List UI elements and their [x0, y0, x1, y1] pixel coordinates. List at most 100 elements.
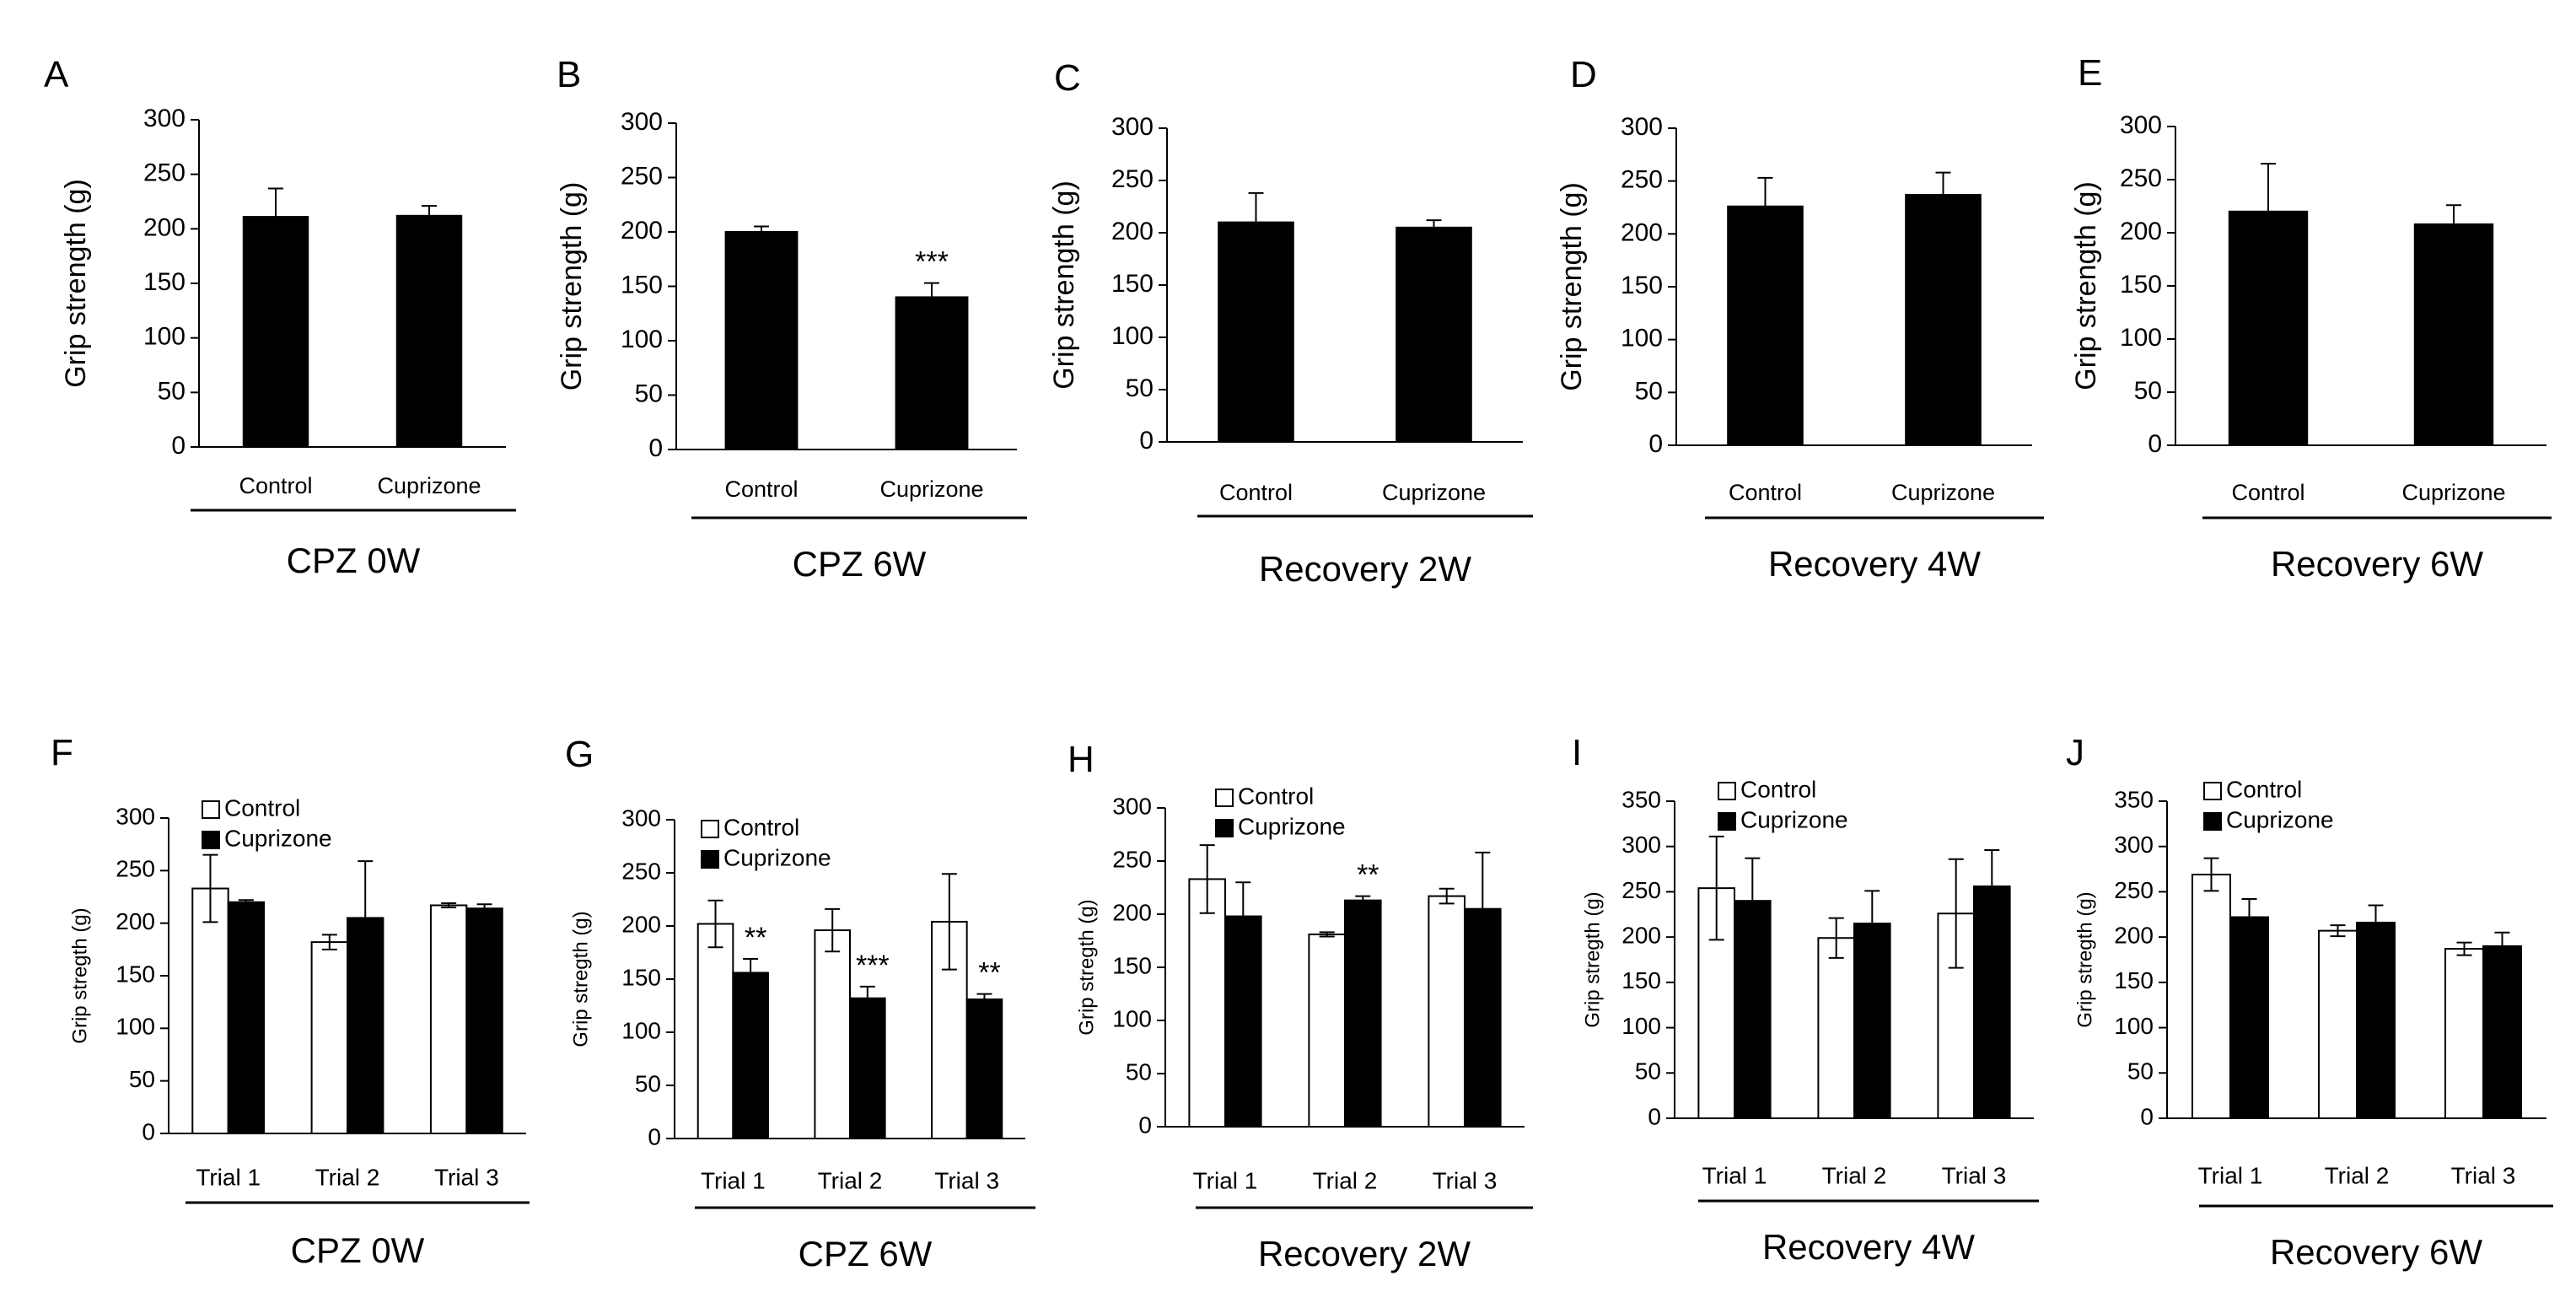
x-category-label: Cuprizone	[1891, 480, 1995, 505]
x-category-label: Control	[1729, 480, 1802, 505]
bar-grip-strength	[724, 231, 799, 450]
bar-cuprizone	[732, 972, 769, 1139]
y-tick-label: 0	[1648, 430, 1663, 458]
y-tick-label: 100	[116, 1014, 155, 1040]
group-label: CPZ 0W	[287, 541, 421, 580]
bar-grip-strength	[2413, 223, 2494, 446]
y-tick-label: 0	[1139, 427, 1154, 455]
bar-control	[1817, 937, 1855, 1120]
bar-control	[2318, 929, 2358, 1119]
group-label: CPZ 6W	[799, 1234, 933, 1273]
y-tick-label: 350	[2114, 786, 2154, 812]
significance-marker: ***	[856, 950, 890, 982]
legend-swatch	[701, 820, 719, 838]
y-tick-label: 0	[2148, 430, 2162, 458]
panel-letter: E	[2078, 52, 2102, 94]
y-tick-label: 100	[1621, 325, 1663, 353]
y-tick-label: 50	[635, 380, 663, 407]
bar-control	[2444, 948, 2484, 1119]
x-category-label: Control	[2231, 480, 2304, 505]
significance-marker: **	[1357, 859, 1379, 891]
panel-letter: I	[1572, 732, 1582, 773]
x-category-label: Trial 1	[2198, 1162, 2263, 1188]
y-tick-label: 50	[1126, 374, 1154, 402]
panel-letter: G	[565, 734, 594, 775]
y-tick-label: 0	[648, 1123, 661, 1149]
y-tick-label: 50	[2127, 1058, 2154, 1085]
y-tick-label: 300	[2120, 111, 2162, 139]
x-category-label: Control	[239, 473, 312, 498]
x-category-label: Trial 2	[2325, 1162, 2390, 1188]
legend-swatch	[1215, 819, 1234, 837]
bar-cuprizone	[849, 997, 886, 1140]
y-tick-label: 150	[1621, 967, 1661, 993]
y-tick-label: 150	[1111, 270, 1154, 298]
group-label: Recovery 4W	[1768, 544, 1981, 584]
legend-label: Cuprizone	[1238, 813, 1346, 839]
legend-swatch	[202, 800, 220, 819]
y-tick-label: 0	[142, 1118, 155, 1144]
y-tick-label: 100	[143, 323, 186, 351]
panel-letter: F	[51, 732, 73, 773]
x-category-label: Trial 3	[2451, 1162, 2516, 1188]
legend-swatch	[1718, 782, 1736, 800]
x-category-label: Trial 2	[1313, 1167, 1378, 1193]
bar-control	[310, 941, 349, 1135]
y-tick-label: 250	[116, 856, 155, 882]
y-tick-label: 300	[116, 803, 155, 829]
bar-control	[191, 887, 229, 1134]
bar-grip-strength	[242, 216, 309, 448]
y-tick-label: 100	[2114, 1013, 2154, 1039]
bar-control	[696, 923, 734, 1139]
y-tick-label: 200	[143, 213, 186, 241]
bar-grip-strength	[1218, 221, 1294, 443]
bar-cuprizone	[1344, 899, 1382, 1128]
bar-cuprizone	[1464, 907, 1502, 1128]
x-category-label: Control	[1219, 480, 1293, 505]
bar-cuprizone	[1224, 915, 1262, 1128]
y-tick-label: 150	[1621, 272, 1663, 299]
y-tick-label: 100	[2120, 324, 2162, 352]
y-tick-label: 300	[1621, 832, 1661, 858]
x-category-label: Trial 1	[1193, 1167, 1258, 1193]
legend-label: Cuprizone	[723, 844, 831, 870]
y-axis-label: Grip strength (g)	[1048, 180, 1080, 390]
y-axis-label: Grip strength (g)	[556, 182, 588, 391]
panel-letter: H	[1068, 739, 1094, 780]
x-category-label: Cuprizone	[1382, 480, 1486, 505]
y-tick-label: 0	[648, 434, 663, 462]
y-tick-label: 200	[1621, 218, 1663, 246]
bar-control	[814, 929, 852, 1140]
y-tick-label: 250	[621, 162, 663, 190]
bar-grip-strength	[895, 296, 969, 450]
x-category-label: Trial 3	[1433, 1167, 1498, 1193]
y-tick-label: 150	[1112, 952, 1152, 978]
group-label: CPZ 6W	[793, 544, 927, 584]
y-tick-label: 50	[158, 377, 186, 405]
x-category-label: Trial 1	[701, 1167, 766, 1193]
y-tick-label: 250	[621, 858, 661, 884]
y-tick-label: 150	[2114, 967, 2154, 993]
bar-grip-strength	[1905, 193, 1982, 447]
x-category-label: Trial 1	[196, 1164, 261, 1190]
panel-f: F 0 50 100 150 200 250 300 Grip stregth (g) Trial…	[51, 732, 530, 1270]
y-tick-label: 150	[143, 268, 186, 296]
y-tick-label: 100	[1112, 1005, 1152, 1031]
panel-letter: C	[1054, 57, 1081, 99]
group-label: Recovery 4W	[1762, 1227, 1975, 1267]
legend-swatch	[701, 850, 719, 869]
bar-control	[1308, 933, 1347, 1128]
y-tick-label: 200	[1621, 923, 1661, 949]
y-axis-label: Grip strength (g)	[60, 179, 92, 388]
legend-label: Control	[2226, 776, 2302, 802]
legend-swatch	[2203, 812, 2222, 831]
bar-grip-strength	[1396, 226, 1472, 443]
panel-c: C 0 50 100 150 200 250 300 Grip strength (g) Cont…	[1048, 57, 1533, 589]
y-tick-label: 50	[1635, 377, 1663, 405]
bar-cuprizone	[965, 998, 1003, 1139]
y-tick-label: 300	[143, 105, 186, 132]
y-tick-label: 200	[2114, 923, 2154, 949]
bar-cuprizone	[2356, 921, 2396, 1120]
legend-swatch	[202, 831, 220, 849]
